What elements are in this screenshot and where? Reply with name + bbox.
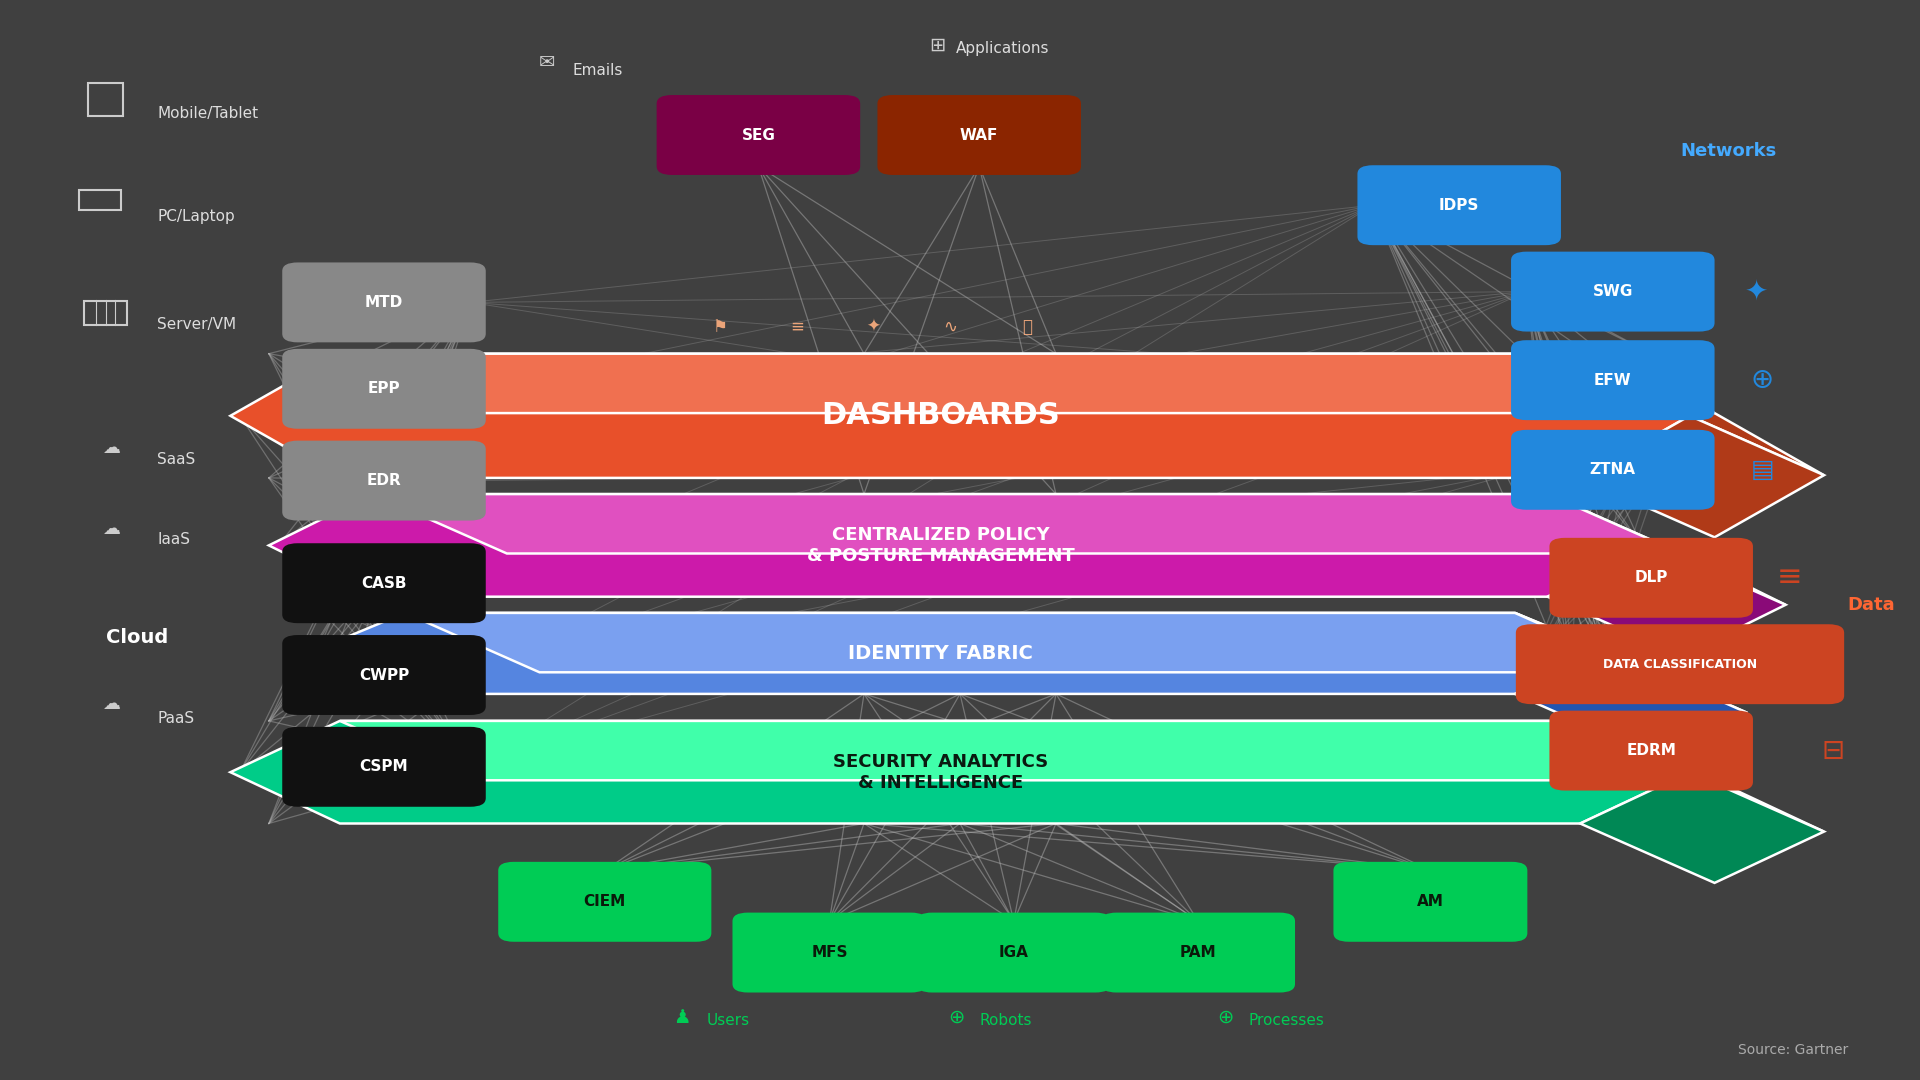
FancyBboxPatch shape xyxy=(499,862,710,942)
FancyBboxPatch shape xyxy=(282,727,486,807)
Polygon shape xyxy=(230,354,1690,477)
Text: CSPM: CSPM xyxy=(359,759,409,774)
Text: Robots: Robots xyxy=(979,1013,1031,1028)
Text: DLP: DLP xyxy=(1634,570,1668,585)
FancyBboxPatch shape xyxy=(1517,624,1843,704)
Text: EPP: EPP xyxy=(369,381,399,396)
Bar xyxy=(84,301,127,325)
FancyBboxPatch shape xyxy=(1332,862,1528,942)
FancyBboxPatch shape xyxy=(1549,711,1753,791)
Text: ⊟: ⊟ xyxy=(1822,737,1845,765)
Text: Source: Gartner: Source: Gartner xyxy=(1738,1043,1847,1056)
Text: IDPS: IDPS xyxy=(1438,198,1480,213)
Text: ⊞: ⊞ xyxy=(929,36,945,55)
Text: IGA: IGA xyxy=(998,945,1029,960)
Polygon shape xyxy=(1580,354,1824,475)
Text: MTD: MTD xyxy=(365,295,403,310)
Text: CASB: CASB xyxy=(361,576,407,591)
Text: Cloud: Cloud xyxy=(106,627,167,647)
Text: ≡: ≡ xyxy=(789,318,804,336)
FancyBboxPatch shape xyxy=(657,95,860,175)
Text: ✉: ✉ xyxy=(540,53,555,72)
Text: ⊕: ⊕ xyxy=(1217,1008,1233,1027)
Text: PC/Laptop: PC/Laptop xyxy=(157,208,234,224)
Text: Networks: Networks xyxy=(1680,143,1776,160)
FancyBboxPatch shape xyxy=(1511,340,1715,420)
Text: ZTNA: ZTNA xyxy=(1590,462,1636,477)
Text: EDR: EDR xyxy=(367,473,401,488)
Text: MFS: MFS xyxy=(810,945,849,960)
Text: ⚑: ⚑ xyxy=(712,318,728,336)
FancyBboxPatch shape xyxy=(282,441,486,521)
Text: PaaS: PaaS xyxy=(157,711,194,726)
Text: PAM: PAM xyxy=(1179,945,1217,960)
Text: ∿: ∿ xyxy=(943,318,958,336)
Text: SECURITY ANALYTICS
& INTELLIGENCE: SECURITY ANALYTICS & INTELLIGENCE xyxy=(833,753,1048,792)
FancyBboxPatch shape xyxy=(282,262,486,342)
Polygon shape xyxy=(230,721,1690,823)
Polygon shape xyxy=(1580,772,1824,883)
FancyBboxPatch shape xyxy=(282,635,486,715)
FancyBboxPatch shape xyxy=(733,913,927,993)
Text: SaaS: SaaS xyxy=(157,451,196,467)
Text: SWG: SWG xyxy=(1592,284,1634,299)
Text: DASHBOARDS: DASHBOARDS xyxy=(822,402,1060,430)
Polygon shape xyxy=(340,354,1715,413)
Text: CENTRALIZED POLICY
& POSTURE MANAGEMENT: CENTRALIZED POLICY & POSTURE MANAGEMENT xyxy=(806,526,1075,565)
Text: Processes: Processes xyxy=(1248,1013,1325,1028)
FancyBboxPatch shape xyxy=(1102,913,1294,993)
Text: Users: Users xyxy=(707,1013,749,1028)
Bar xyxy=(79,190,121,210)
FancyBboxPatch shape xyxy=(1357,165,1561,245)
Polygon shape xyxy=(340,721,1715,780)
Polygon shape xyxy=(1548,545,1786,656)
Text: ♟: ♟ xyxy=(672,1008,691,1027)
Polygon shape xyxy=(1580,721,1824,832)
Text: Emails: Emails xyxy=(572,63,622,78)
Text: ⊕: ⊕ xyxy=(1751,366,1774,394)
Text: ⊕: ⊕ xyxy=(948,1008,964,1027)
FancyBboxPatch shape xyxy=(1511,430,1715,510)
Text: WAF: WAF xyxy=(960,127,998,143)
Text: DATA CLASSIFICATION: DATA CLASSIFICATION xyxy=(1603,658,1757,671)
Polygon shape xyxy=(1515,612,1747,713)
Text: ☁: ☁ xyxy=(102,440,121,457)
FancyBboxPatch shape xyxy=(877,95,1081,175)
Text: ✦: ✦ xyxy=(866,318,881,336)
Text: ▤: ▤ xyxy=(1751,458,1774,482)
Text: Server/VM: Server/VM xyxy=(157,316,236,332)
Text: SEG: SEG xyxy=(741,127,776,143)
Polygon shape xyxy=(307,612,1613,693)
Text: CWPP: CWPP xyxy=(359,667,409,683)
Text: EFW: EFW xyxy=(1594,373,1632,388)
Text: ✦: ✦ xyxy=(1745,278,1768,306)
FancyBboxPatch shape xyxy=(282,543,486,623)
Polygon shape xyxy=(1580,416,1824,538)
Text: Data: Data xyxy=(1847,596,1895,613)
Polygon shape xyxy=(1548,495,1786,605)
Text: ⌾: ⌾ xyxy=(1021,318,1033,336)
Text: Mobile/Tablet: Mobile/Tablet xyxy=(157,106,259,121)
Text: IaaS: IaaS xyxy=(157,532,190,548)
Text: Applications: Applications xyxy=(956,41,1050,56)
Text: ☁: ☁ xyxy=(102,696,121,713)
Text: ≡: ≡ xyxy=(1776,564,1803,592)
Polygon shape xyxy=(1515,653,1747,754)
Text: AM: AM xyxy=(1417,894,1444,909)
FancyBboxPatch shape xyxy=(1549,538,1753,618)
Text: IDENTITY FABRIC: IDENTITY FABRIC xyxy=(849,644,1033,663)
Text: EDRM: EDRM xyxy=(1626,743,1676,758)
Polygon shape xyxy=(405,612,1649,672)
Polygon shape xyxy=(372,495,1682,553)
Text: CIEM: CIEM xyxy=(584,894,626,909)
Bar xyxy=(88,83,123,116)
Polygon shape xyxy=(269,495,1651,596)
Text: ☁: ☁ xyxy=(102,521,121,538)
FancyBboxPatch shape xyxy=(1511,252,1715,332)
FancyBboxPatch shape xyxy=(282,349,486,429)
FancyBboxPatch shape xyxy=(918,913,1110,993)
